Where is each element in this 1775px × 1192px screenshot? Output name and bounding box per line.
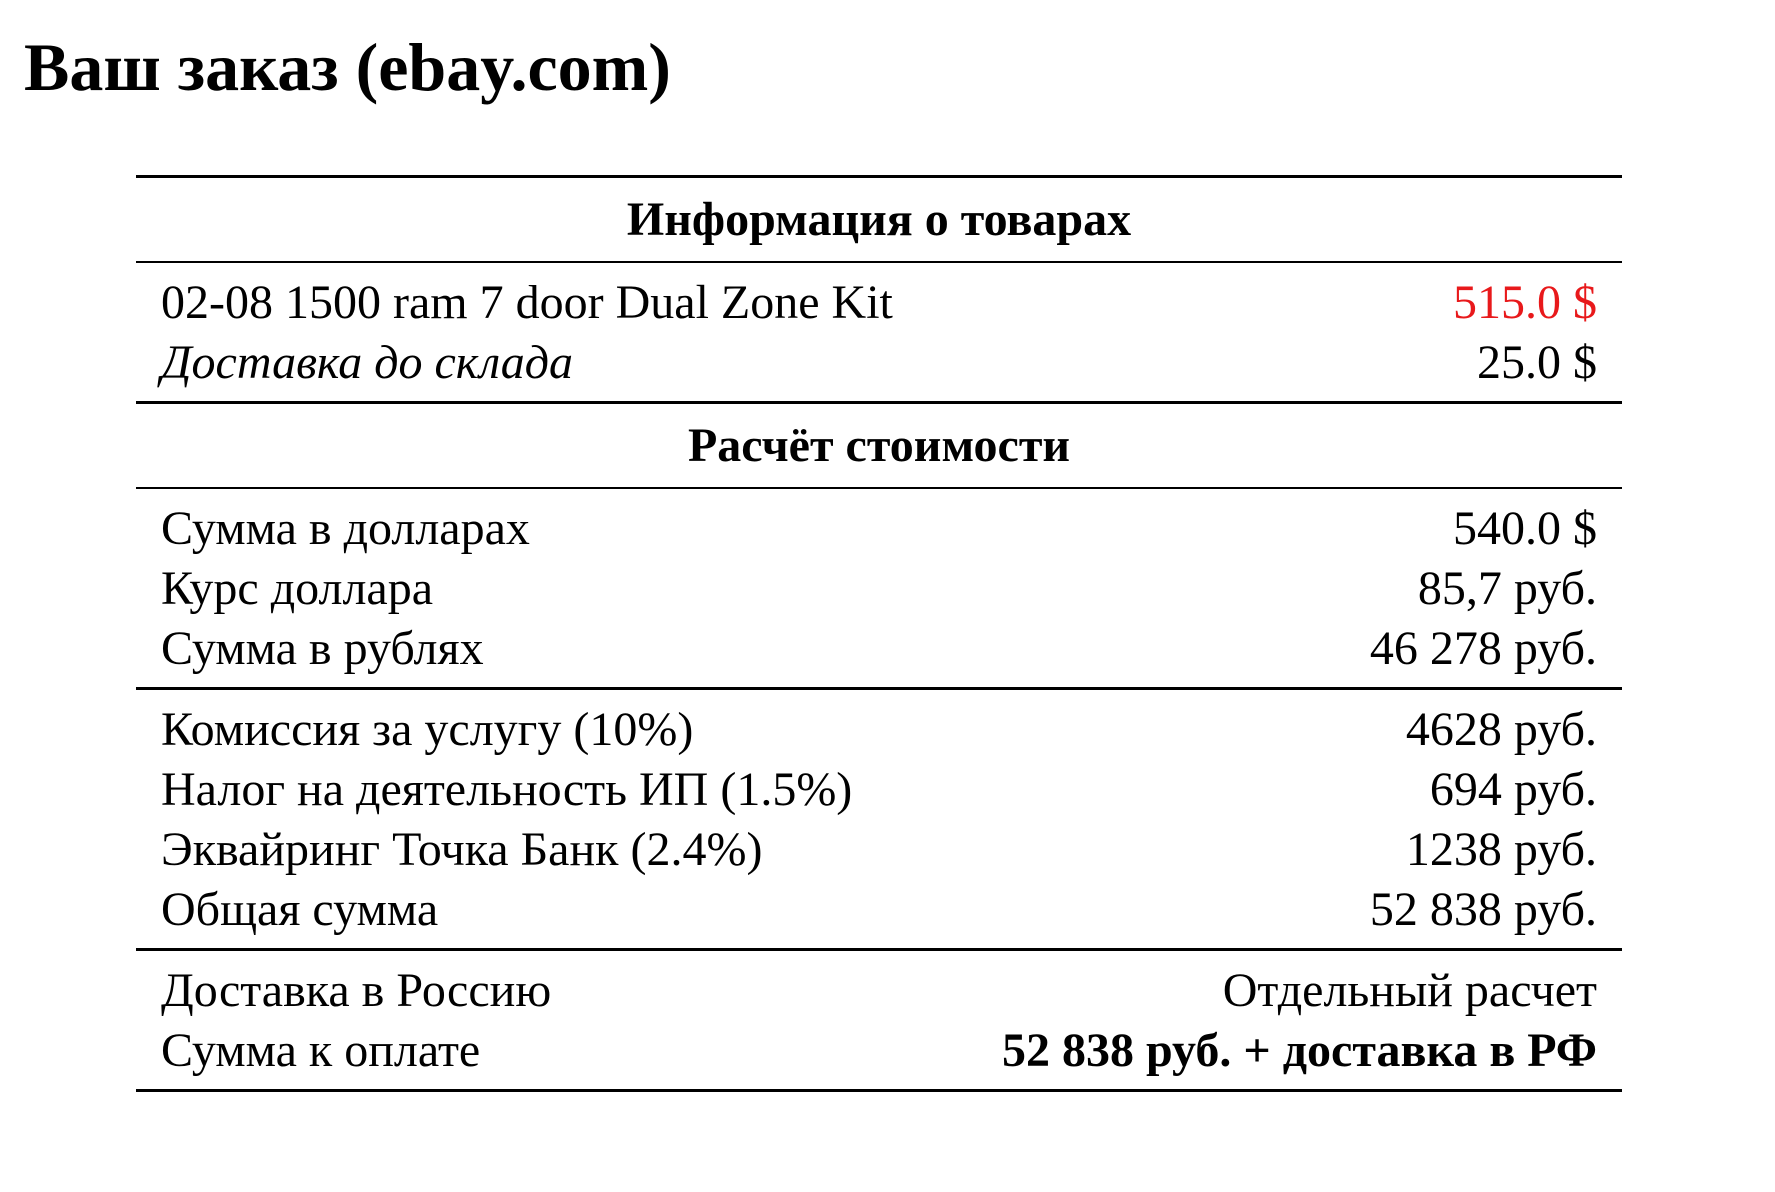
sum-usd-label: Сумма в долларах — [161, 502, 530, 555]
products-section-heading: Информация о товарах — [136, 178, 1622, 263]
sum-rub-label: Сумма в рублях — [161, 622, 484, 675]
warehouse-delivery-price: 25.0 $ — [1477, 336, 1597, 389]
exchange-rate-label: Курс доллара — [161, 562, 434, 615]
amount-due-label: Сумма к оплате — [161, 1024, 481, 1077]
tax-value: 694 руб. — [1429, 763, 1597, 816]
amount-due-row: Сумма к оплате 52 838 руб. + доставка в … — [161, 1021, 1597, 1081]
sum-rub-value: 46 278 руб. — [1369, 622, 1597, 675]
exchange-rate-row: Курс доллара 85,7 руб. — [161, 559, 1597, 619]
service-fee-value: 4628 руб. — [1405, 703, 1597, 756]
acquiring-label: Эквайринг Точка Банк (2.4%) — [161, 823, 763, 876]
total-value: 52 838 руб. — [1369, 883, 1597, 936]
russia-delivery-row: Доставка в Россию Отдельный расчет — [161, 961, 1597, 1021]
total-row: Общая сумма 52 838 руб. — [161, 880, 1597, 940]
product-row: 02-08 1500 ram 7 door Dual Zone Kit 515.… — [161, 273, 1597, 333]
russia-delivery-value: Отдельный расчет — [1222, 964, 1597, 1017]
product-name: 02-08 1500 ram 7 door Dual Zone Kit — [161, 276, 893, 329]
warehouse-delivery-row: Доставка до склада 25.0 $ — [161, 333, 1597, 393]
product-price: 515.0 $ — [1453, 276, 1597, 329]
warehouse-delivery-label: Доставка до склада — [161, 336, 573, 389]
final-group: Доставка в Россию Отдельный расчет Сумма… — [136, 948, 1622, 1089]
tax-row: Налог на деятельность ИП (1.5%) 694 руб. — [161, 760, 1597, 820]
conversion-group: Сумма в долларах 540.0 $ Курс доллара 85… — [136, 489, 1622, 687]
cost-section-heading: Расчёт стоимости — [136, 401, 1622, 489]
products-group: 02-08 1500 ram 7 door Dual Zone Kit 515.… — [136, 263, 1622, 401]
exchange-rate-value: 85,7 руб. — [1417, 562, 1597, 615]
total-label: Общая сумма — [161, 883, 439, 936]
tax-label: Налог на деятельность ИП (1.5%) — [161, 763, 853, 816]
page-title: Ваш заказ (ebay.com) — [24, 29, 671, 105]
amount-due-value: 52 838 руб. + доставка в РФ — [1001, 1024, 1597, 1077]
acquiring-row: Эквайринг Точка Банк (2.4%) 1238 руб. — [161, 820, 1597, 880]
sum-rub-row: Сумма в рублях 46 278 руб. — [161, 619, 1597, 679]
service-fee-label: Комиссия за услугу (10%) — [161, 703, 694, 756]
order-table: Информация о товарах 02-08 1500 ram 7 do… — [136, 175, 1622, 1092]
sum-usd-row: Сумма в долларах 540.0 $ — [161, 499, 1597, 559]
sum-usd-value: 540.0 $ — [1453, 502, 1597, 555]
acquiring-value: 1238 руб. — [1405, 823, 1597, 876]
fees-group: Комиссия за услугу (10%) 4628 руб. Налог… — [136, 687, 1622, 948]
service-fee-row: Комиссия за услугу (10%) 4628 руб. — [161, 700, 1597, 760]
russia-delivery-label: Доставка в Россию — [161, 964, 552, 1017]
